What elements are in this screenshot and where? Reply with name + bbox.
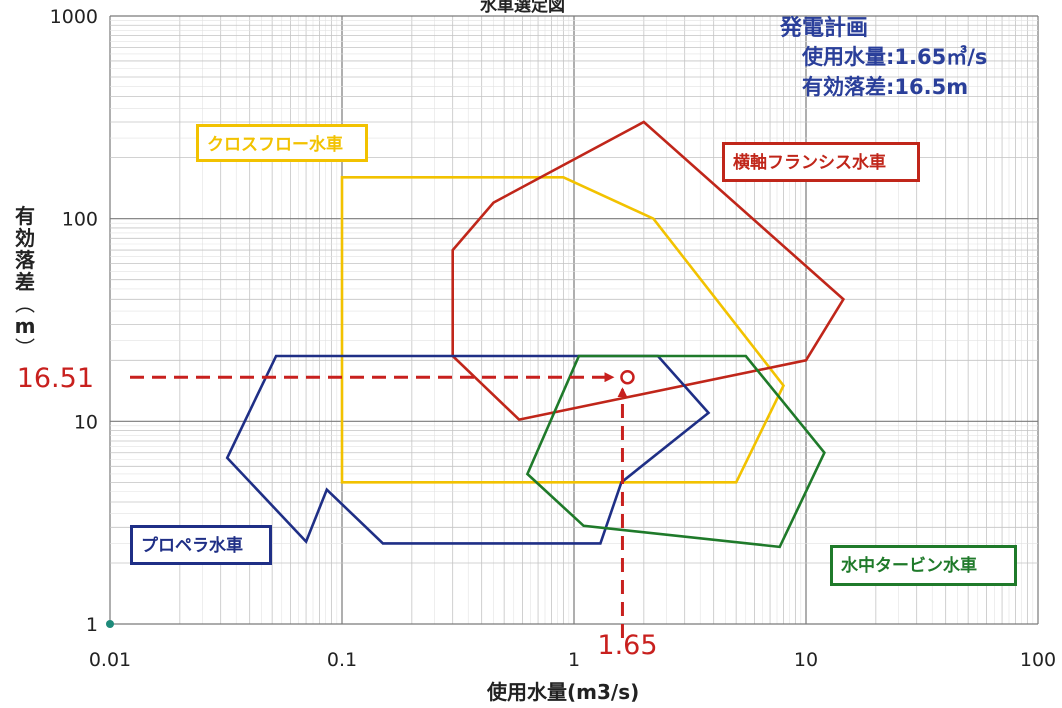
y-tick-label: 100 — [62, 209, 98, 231]
x-tick-label: 100 — [1020, 649, 1056, 671]
y-tick-label: 1 — [86, 614, 98, 636]
x-axis-label: 使用水量(m3/s) — [487, 680, 640, 704]
plan-flow: 使用水量:1.65㎥/s — [802, 45, 988, 69]
plan-head: 有効落差:16.5m — [802, 75, 969, 99]
x-tick-label: 1 — [568, 649, 580, 671]
region-0-outline — [340, 176, 786, 484]
y-axis-label: 有効落差 ︵ m ︶ — [10, 205, 40, 359]
turbine-regions — [225, 120, 846, 549]
y-tick-label: 10 — [74, 411, 98, 433]
x-tick-label: 10 — [794, 649, 818, 671]
y-axis-label-char: m — [14, 314, 36, 338]
y-tick-label: 1000 — [50, 6, 98, 28]
region-label-propeller: プロペラ水車 — [130, 525, 272, 565]
x-tick-label: 0.01 — [89, 649, 131, 671]
design-point-marker — [620, 369, 635, 385]
y-axis-label-char: ︶ — [15, 336, 35, 360]
annotation-flow-value: 1.65 — [597, 630, 657, 661]
region-label-submersible: 水中タービン水車 — [830, 545, 1017, 586]
y-axis-label-char: 効 — [15, 226, 35, 250]
y-axis-label-char: 有 — [15, 204, 35, 228]
design-point-guides: 16.51 1.65 — [17, 363, 658, 661]
y-axis-label-char: ︵ — [15, 292, 35, 316]
region-2-outline — [225, 354, 711, 545]
tick-labels: 0.01 0.1 1 10 100 1 10 100 1000 — [50, 6, 1056, 671]
region-1-outline — [451, 120, 846, 422]
x-tick-label: 0.1 — [327, 649, 357, 671]
region-label-crossflow: クロスフロー水車 — [196, 124, 368, 162]
plan-title: 発電計画 — [780, 16, 869, 41]
grid-lines — [109, 15, 1039, 625]
chart-title: 水車選定図 — [480, 0, 565, 16]
y-axis-label-char: 落 — [15, 248, 35, 272]
annotation-head-value: 16.51 — [17, 363, 94, 394]
plan-box: 発電計画 使用水量:1.65㎥/s 有効落差:16.5m — [780, 10, 987, 102]
region-label-francis: 横軸フランシス水車 — [722, 142, 920, 182]
region-3-outline — [525, 354, 826, 549]
y-axis-label-char: 差 — [15, 270, 35, 294]
origin-dot — [106, 620, 114, 628]
